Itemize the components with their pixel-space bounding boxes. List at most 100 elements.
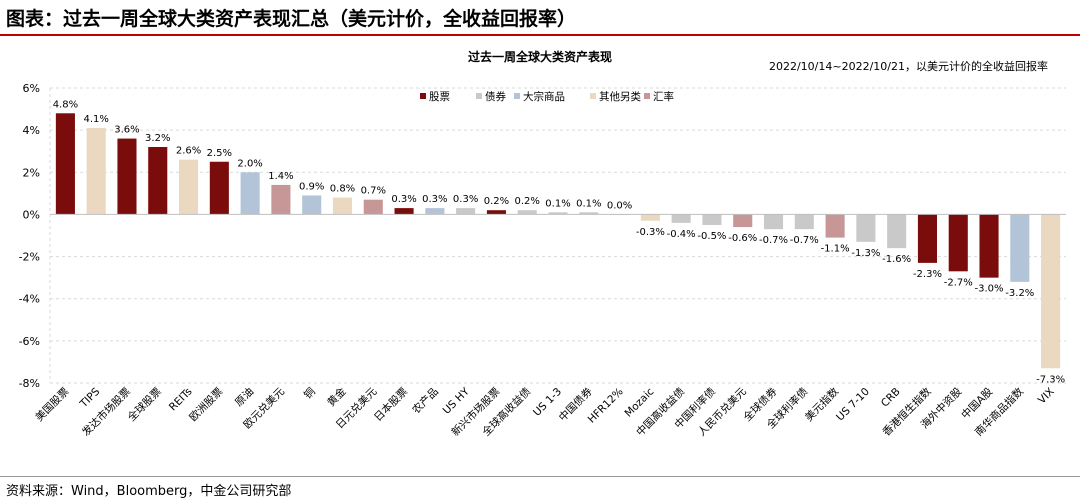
bar bbox=[979, 214, 999, 278]
bar bbox=[394, 208, 414, 215]
legend-swatch bbox=[476, 93, 482, 99]
x-tick-label: 日本股票 bbox=[371, 385, 410, 424]
data-label: -3.0% bbox=[975, 284, 1004, 295]
data-label: -0.4% bbox=[667, 229, 696, 240]
x-tick-label: 美元指数 bbox=[802, 385, 841, 424]
data-label: 0.2% bbox=[484, 196, 509, 207]
data-label: 0.0% bbox=[607, 200, 632, 211]
data-label: -1.3% bbox=[851, 248, 880, 259]
bars bbox=[55, 113, 1061, 369]
bar bbox=[117, 138, 137, 215]
data-label: -0.7% bbox=[790, 235, 819, 246]
bar bbox=[240, 172, 260, 215]
legend-label: 其他另类 bbox=[599, 90, 641, 103]
y-axis: -8% -6% -4% -2% 0% 2% 4% 6% bbox=[19, 82, 51, 390]
data-label: 3.6% bbox=[114, 125, 139, 136]
x-tick-label: CRB bbox=[879, 386, 903, 410]
page-title: 图表：过去一周全球大类资产表现汇总（美元计价，全收益回报率） bbox=[6, 8, 577, 30]
bar bbox=[856, 214, 876, 242]
data-label: 1.4% bbox=[268, 171, 293, 182]
bar bbox=[1041, 214, 1061, 369]
bar bbox=[456, 208, 476, 215]
gridlines bbox=[50, 87, 1066, 384]
y-tick-label: 4% bbox=[23, 124, 40, 137]
data-label: 0.8% bbox=[330, 184, 355, 195]
legend-label: 汇率 bbox=[653, 90, 674, 103]
legend-label: 股票 bbox=[429, 91, 450, 103]
data-label: 2.0% bbox=[237, 158, 262, 169]
data-label: 0.3% bbox=[422, 194, 447, 205]
x-tick-label: 原油 bbox=[232, 385, 256, 409]
bar bbox=[209, 161, 229, 215]
legend-label: 债券 bbox=[485, 90, 506, 103]
bar bbox=[86, 128, 106, 215]
bar bbox=[486, 210, 506, 215]
bar bbox=[1010, 214, 1030, 282]
bar bbox=[517, 210, 537, 215]
bar bbox=[640, 214, 660, 221]
x-tick-label: 全球股票 bbox=[125, 385, 164, 424]
data-label: -3.2% bbox=[1005, 288, 1034, 299]
bar bbox=[825, 214, 845, 238]
data-label: 2.5% bbox=[207, 148, 232, 159]
data-label: -2.7% bbox=[944, 277, 973, 288]
y-tick-label: -6% bbox=[19, 335, 40, 348]
legend-swatch bbox=[420, 93, 426, 99]
x-tick-label: 农产品 bbox=[410, 385, 441, 416]
bar bbox=[55, 113, 75, 215]
y-tick-label: -2% bbox=[19, 251, 40, 264]
legend-swatch bbox=[590, 93, 596, 99]
bar bbox=[733, 214, 753, 228]
bar-chart: 过去一周全球大类资产表现 2022/10/14~2022/10/21，以美元计价… bbox=[19, 49, 1066, 439]
data-label: -7.3% bbox=[1036, 374, 1065, 385]
footer-divider bbox=[0, 476, 1080, 477]
bar bbox=[302, 195, 322, 215]
data-label: -0.6% bbox=[728, 233, 757, 244]
data-label: 0.2% bbox=[515, 196, 540, 207]
data-label: 0.3% bbox=[453, 194, 478, 205]
data-label: 3.2% bbox=[145, 133, 170, 144]
bar bbox=[579, 212, 599, 215]
bar bbox=[271, 184, 291, 215]
x-tick-label: US 7-10 bbox=[834, 386, 872, 424]
data-label: -0.3% bbox=[636, 227, 665, 238]
x-tick-label: REITs bbox=[167, 386, 195, 414]
y-tick-label: -4% bbox=[19, 293, 40, 306]
bar bbox=[148, 147, 168, 215]
legend-swatch bbox=[514, 93, 520, 99]
chart-title: 过去一周全球大类资产表现 bbox=[468, 49, 612, 64]
data-label: 0.3% bbox=[391, 194, 416, 205]
legend-swatch bbox=[644, 93, 650, 99]
bar bbox=[763, 214, 784, 230]
data-label: 2.6% bbox=[176, 146, 201, 157]
bar bbox=[363, 199, 383, 215]
data-label: -1.1% bbox=[821, 244, 850, 255]
x-tick-label: 美国股票 bbox=[33, 385, 72, 424]
data-label: 0.7% bbox=[361, 186, 386, 197]
bar bbox=[548, 212, 568, 215]
data-label: 4.1% bbox=[83, 114, 108, 125]
bar bbox=[425, 208, 445, 215]
bar bbox=[702, 214, 722, 225]
data-label: -2.3% bbox=[913, 269, 942, 280]
x-tick-label: VIX bbox=[1036, 386, 1057, 407]
bar bbox=[671, 214, 691, 223]
title-divider bbox=[0, 34, 1080, 36]
y-tick-label: 2% bbox=[23, 166, 40, 179]
x-axis-labels: 美国股票 TIPS发达市场股票全球股票 REITs欧洲股票 原油欧元兑美元铜黄金日元兑… bbox=[33, 385, 1057, 439]
x-tick-label: 欧洲股票 bbox=[187, 386, 225, 424]
bar bbox=[794, 214, 814, 230]
legend: 股票 债券 大宗商品 其他另类 汇率 bbox=[420, 90, 674, 103]
data-label: 0.9% bbox=[299, 181, 324, 192]
bar bbox=[887, 214, 907, 249]
bar bbox=[948, 214, 968, 272]
x-tick-label: TIPS bbox=[77, 385, 102, 410]
data-label: -0.7% bbox=[759, 235, 788, 246]
y-tick-label: 0% bbox=[23, 208, 40, 221]
bar bbox=[179, 159, 199, 215]
x-tick-label: 铜 bbox=[302, 386, 318, 402]
bar bbox=[917, 214, 937, 263]
source-note: 资料来源：Wind，Bloomberg，中金公司研究部 bbox=[6, 484, 292, 499]
x-tick-label: 黄金 bbox=[325, 385, 349, 409]
data-labels: 4.8% 4.1% 3.6% 3.2% 2.6% 2.5% 2.0% 1.4% 0.9% 0.8%… bbox=[53, 99, 1065, 385]
